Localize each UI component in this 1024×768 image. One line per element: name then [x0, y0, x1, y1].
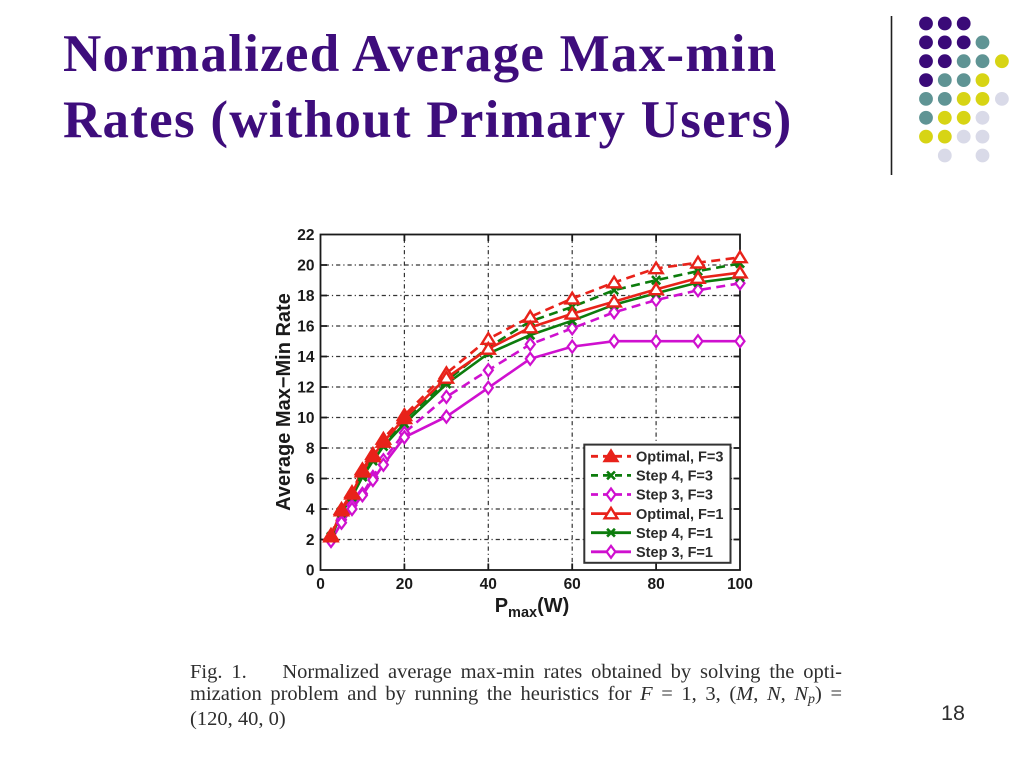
svg-text:0: 0 [316, 576, 325, 593]
svg-text:4: 4 [306, 502, 315, 519]
svg-text:20: 20 [396, 576, 413, 593]
svg-text:8: 8 [306, 441, 315, 458]
svg-text:Optimal, F=3: Optimal, F=3 [636, 450, 723, 466]
svg-text:Step 3, F=3: Step 3, F=3 [636, 488, 713, 504]
svg-text:Step 3, F=1: Step 3, F=1 [636, 545, 713, 561]
svg-text:80: 80 [647, 576, 664, 593]
svg-text:14: 14 [297, 349, 315, 366]
svg-text:Pmax(W): Pmax(W) [495, 595, 570, 621]
svg-text:22: 22 [297, 227, 314, 244]
svg-text:Step 4, F=1: Step 4, F=1 [636, 526, 713, 542]
svg-text:Optimal, F=1: Optimal, F=1 [636, 507, 723, 523]
svg-text:18: 18 [297, 288, 315, 305]
svg-text:16: 16 [297, 319, 315, 336]
svg-text:10: 10 [297, 410, 314, 427]
svg-text:60: 60 [564, 576, 581, 593]
svg-text:Average Max−Min Rate: Average Max−Min Rate [273, 293, 295, 511]
svg-text:6: 6 [306, 471, 315, 488]
svg-text:Step 4, F=3: Step 4, F=3 [636, 469, 713, 485]
svg-text:0: 0 [306, 563, 315, 580]
svg-text:12: 12 [297, 380, 314, 397]
svg-text:100: 100 [727, 576, 753, 593]
svg-text:2: 2 [306, 532, 315, 549]
svg-text:20: 20 [297, 258, 314, 275]
svg-text:40: 40 [480, 576, 497, 593]
